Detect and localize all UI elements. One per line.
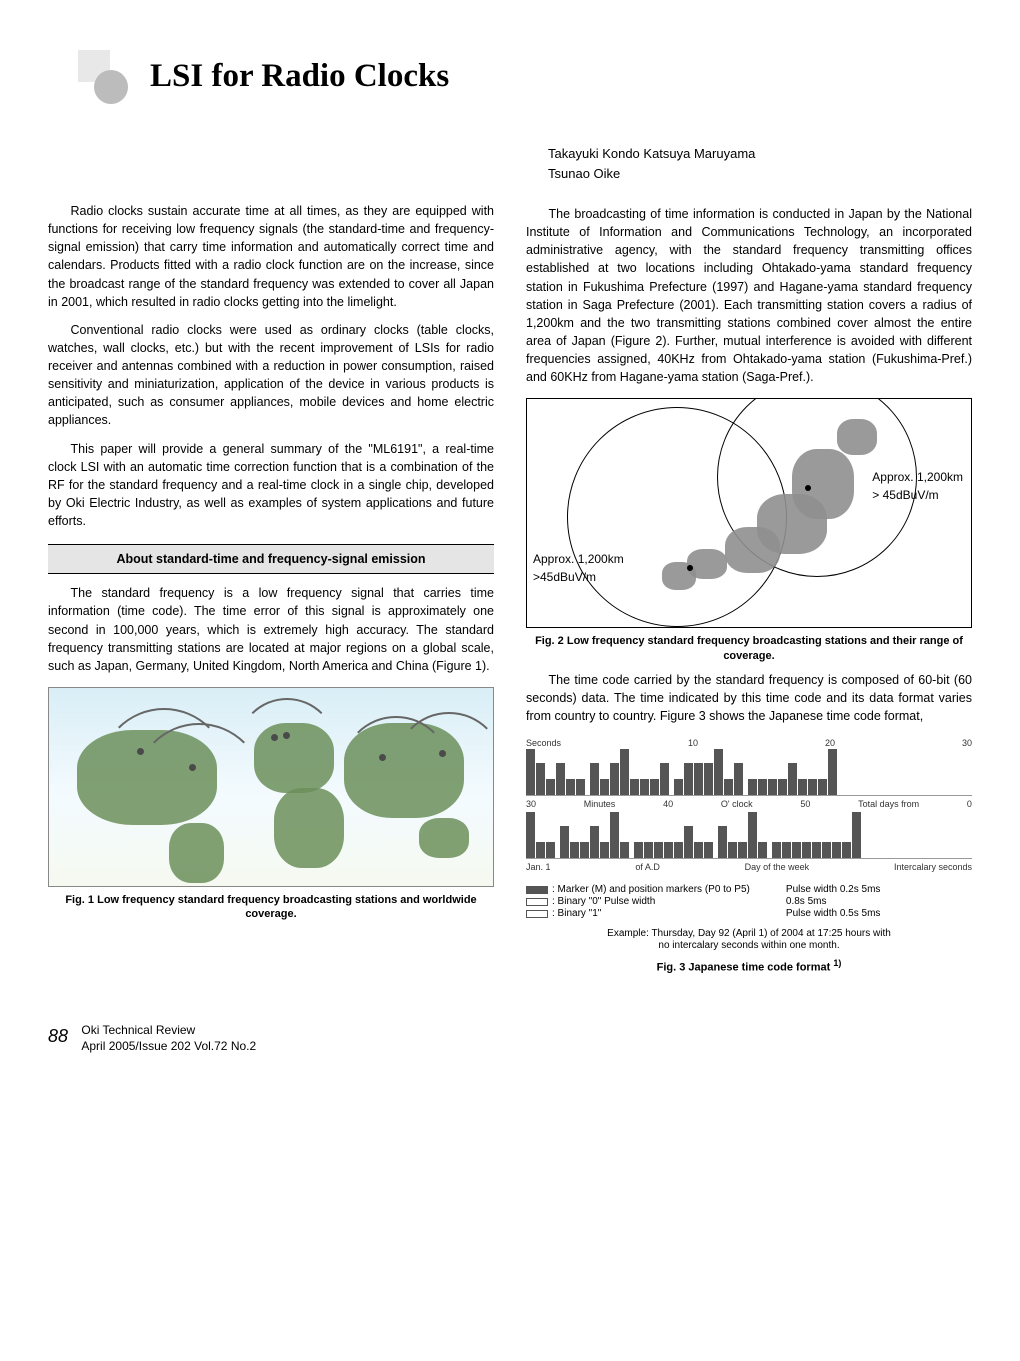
japan-map-graphic: Approx. 1,200km >45dBuV/m Approx. 1,200k… bbox=[526, 398, 972, 628]
right-p1: The broadcasting of time information is … bbox=[526, 205, 972, 386]
tc-row-1 bbox=[526, 750, 972, 796]
legend-marker: : Marker (M) and position markers (P0 to… bbox=[552, 884, 750, 896]
legend-zero: : Binary "0" Pulse width bbox=[552, 896, 655, 908]
figure-1-caption: Fig. 1 Low frequency standard frequency … bbox=[48, 893, 494, 922]
title-ornament bbox=[78, 50, 132, 104]
tc-bot-labels: Jan. 1 of A.D Day of the week Intercalar… bbox=[526, 861, 972, 874]
left-column: Radio clocks sustain accurate time at al… bbox=[48, 144, 494, 983]
tc-legend: : Marker (M) and position markers (P0 to… bbox=[526, 884, 972, 920]
legend-swatch-zero bbox=[526, 898, 548, 906]
left-p1: Radio clocks sustain accurate time at al… bbox=[48, 202, 494, 311]
legend-swatch-marker bbox=[526, 886, 548, 894]
figure-2-caption: Fig. 2 Low frequency standard frequency … bbox=[526, 634, 972, 663]
japan-label-right: Approx. 1,200km > 45dBuV/m bbox=[872, 469, 963, 504]
tc-mid-labels: 30 Minutes 40 O' clock 50 Total days fro… bbox=[526, 798, 972, 811]
figure-2: Approx. 1,200km >45dBuV/m Approx. 1,200k… bbox=[526, 398, 972, 663]
legend-swatch-one bbox=[526, 910, 548, 918]
legend-pw3: Pulse width 0.5s 5ms bbox=[786, 908, 972, 920]
tc-axis-top: Seconds 10 20 30 bbox=[526, 737, 972, 750]
timecode-chart: Seconds 10 20 30 30 Minutes 40 O' clock … bbox=[526, 737, 972, 952]
journal-info: Oki Technical Review April 2005/Issue 20… bbox=[81, 1023, 256, 1054]
section-heading-standard-time: About standard-time and frequency-signal… bbox=[48, 544, 494, 574]
authors-line-1: Takayuki Kondo Katsuya Maruyama bbox=[548, 146, 755, 161]
left-p2: Conventional radio clocks were used as o… bbox=[48, 321, 494, 430]
figure-3-caption: Fig. 3 Japanese time code format 1) bbox=[526, 958, 972, 975]
left-p3: This paper will provide a general summar… bbox=[48, 440, 494, 531]
figure-3: Seconds 10 20 30 30 Minutes 40 O' clock … bbox=[526, 737, 972, 975]
tc-example: Example: Thursday, Day 92 (April 1) of 2… bbox=[526, 928, 972, 952]
tc-row-2 bbox=[526, 813, 972, 859]
right-p2: The time code carried by the standard fr… bbox=[526, 671, 972, 725]
page-title: LSI for Radio Clocks bbox=[150, 53, 449, 101]
legend-one: : Binary "1" bbox=[552, 908, 601, 920]
japan-label-left: Approx. 1,200km >45dBuV/m bbox=[533, 551, 624, 586]
author-block: Takayuki Kondo Katsuya Maruyama Tsunao O… bbox=[548, 144, 972, 183]
authors-line-2: Tsunao Oike bbox=[548, 166, 620, 181]
body-columns: Radio clocks sustain accurate time at al… bbox=[48, 144, 972, 983]
right-column: Takayuki Kondo Katsuya Maruyama Tsunao O… bbox=[526, 144, 972, 983]
footer: 88 Oki Technical Review April 2005/Issue… bbox=[48, 1023, 972, 1055]
title-block: LSI for Radio Clocks bbox=[78, 50, 972, 104]
world-map-graphic bbox=[48, 687, 494, 887]
left-p4: The standard frequency is a low frequenc… bbox=[48, 584, 494, 675]
figure-1: Fig. 1 Low frequency standard frequency … bbox=[48, 687, 494, 922]
legend-pw2: 0.8s 5ms bbox=[786, 896, 972, 908]
legend-pw1: Pulse width 0.2s 5ms bbox=[786, 884, 972, 896]
page-number: 88 bbox=[48, 1023, 68, 1049]
